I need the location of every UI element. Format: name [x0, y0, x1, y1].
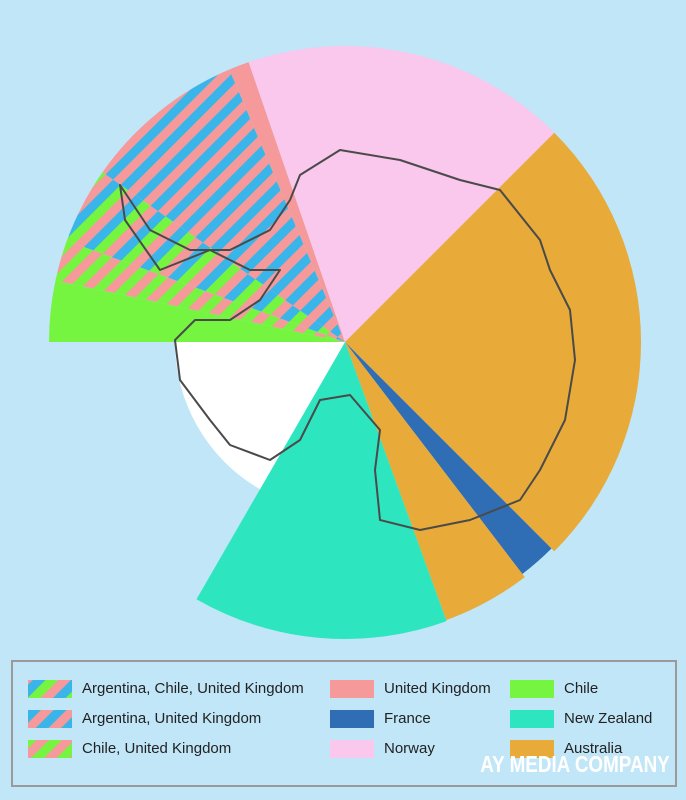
legend-swatch: [28, 710, 72, 728]
legend-label: Argentina, Chile, United Kingdom: [82, 680, 304, 697]
legend-label: France: [384, 710, 431, 727]
legend-label: Norway: [384, 740, 435, 757]
sector-new-zealand: [196, 342, 447, 639]
unclaimed-land: [175, 342, 345, 490]
legend-swatch: [28, 740, 72, 758]
sector-argentina-uk: [102, 69, 345, 342]
legend-swatch: [330, 710, 374, 728]
watermark: AY MEDIA COMPANY: [480, 752, 670, 777]
legend-label: New Zealand: [564, 710, 652, 727]
legend-label: Chile: [564, 680, 598, 697]
legend-label: Chile, United Kingdom: [82, 740, 231, 757]
claim-sectors: [49, 46, 641, 639]
legend-swatch: [510, 710, 554, 728]
continent-outline: [119, 149, 576, 531]
sector-france: [345, 342, 552, 574]
legend: Argentina, Chile, United Kingdom Argentin…: [28, 680, 652, 758]
sector-chile: [49, 280, 345, 342]
sector-australia: [345, 342, 525, 621]
legend-swatch: [510, 740, 554, 758]
legend-label: United Kingdom: [384, 680, 491, 697]
sector-argentina-chile-uk: [66, 172, 345, 342]
legend-swatch: [330, 680, 374, 698]
sector-chile-uk: [55, 240, 345, 342]
sector-uk: [229, 62, 345, 343]
legend-swatch: [28, 680, 72, 698]
legend-swatch: [510, 680, 554, 698]
sector-australia: [345, 132, 641, 552]
legend-label: Australia: [564, 740, 623, 757]
legend-label: Argentina, United Kingdom: [82, 710, 261, 727]
legend-swatch: [330, 740, 374, 758]
sector-norway: [248, 46, 555, 342]
